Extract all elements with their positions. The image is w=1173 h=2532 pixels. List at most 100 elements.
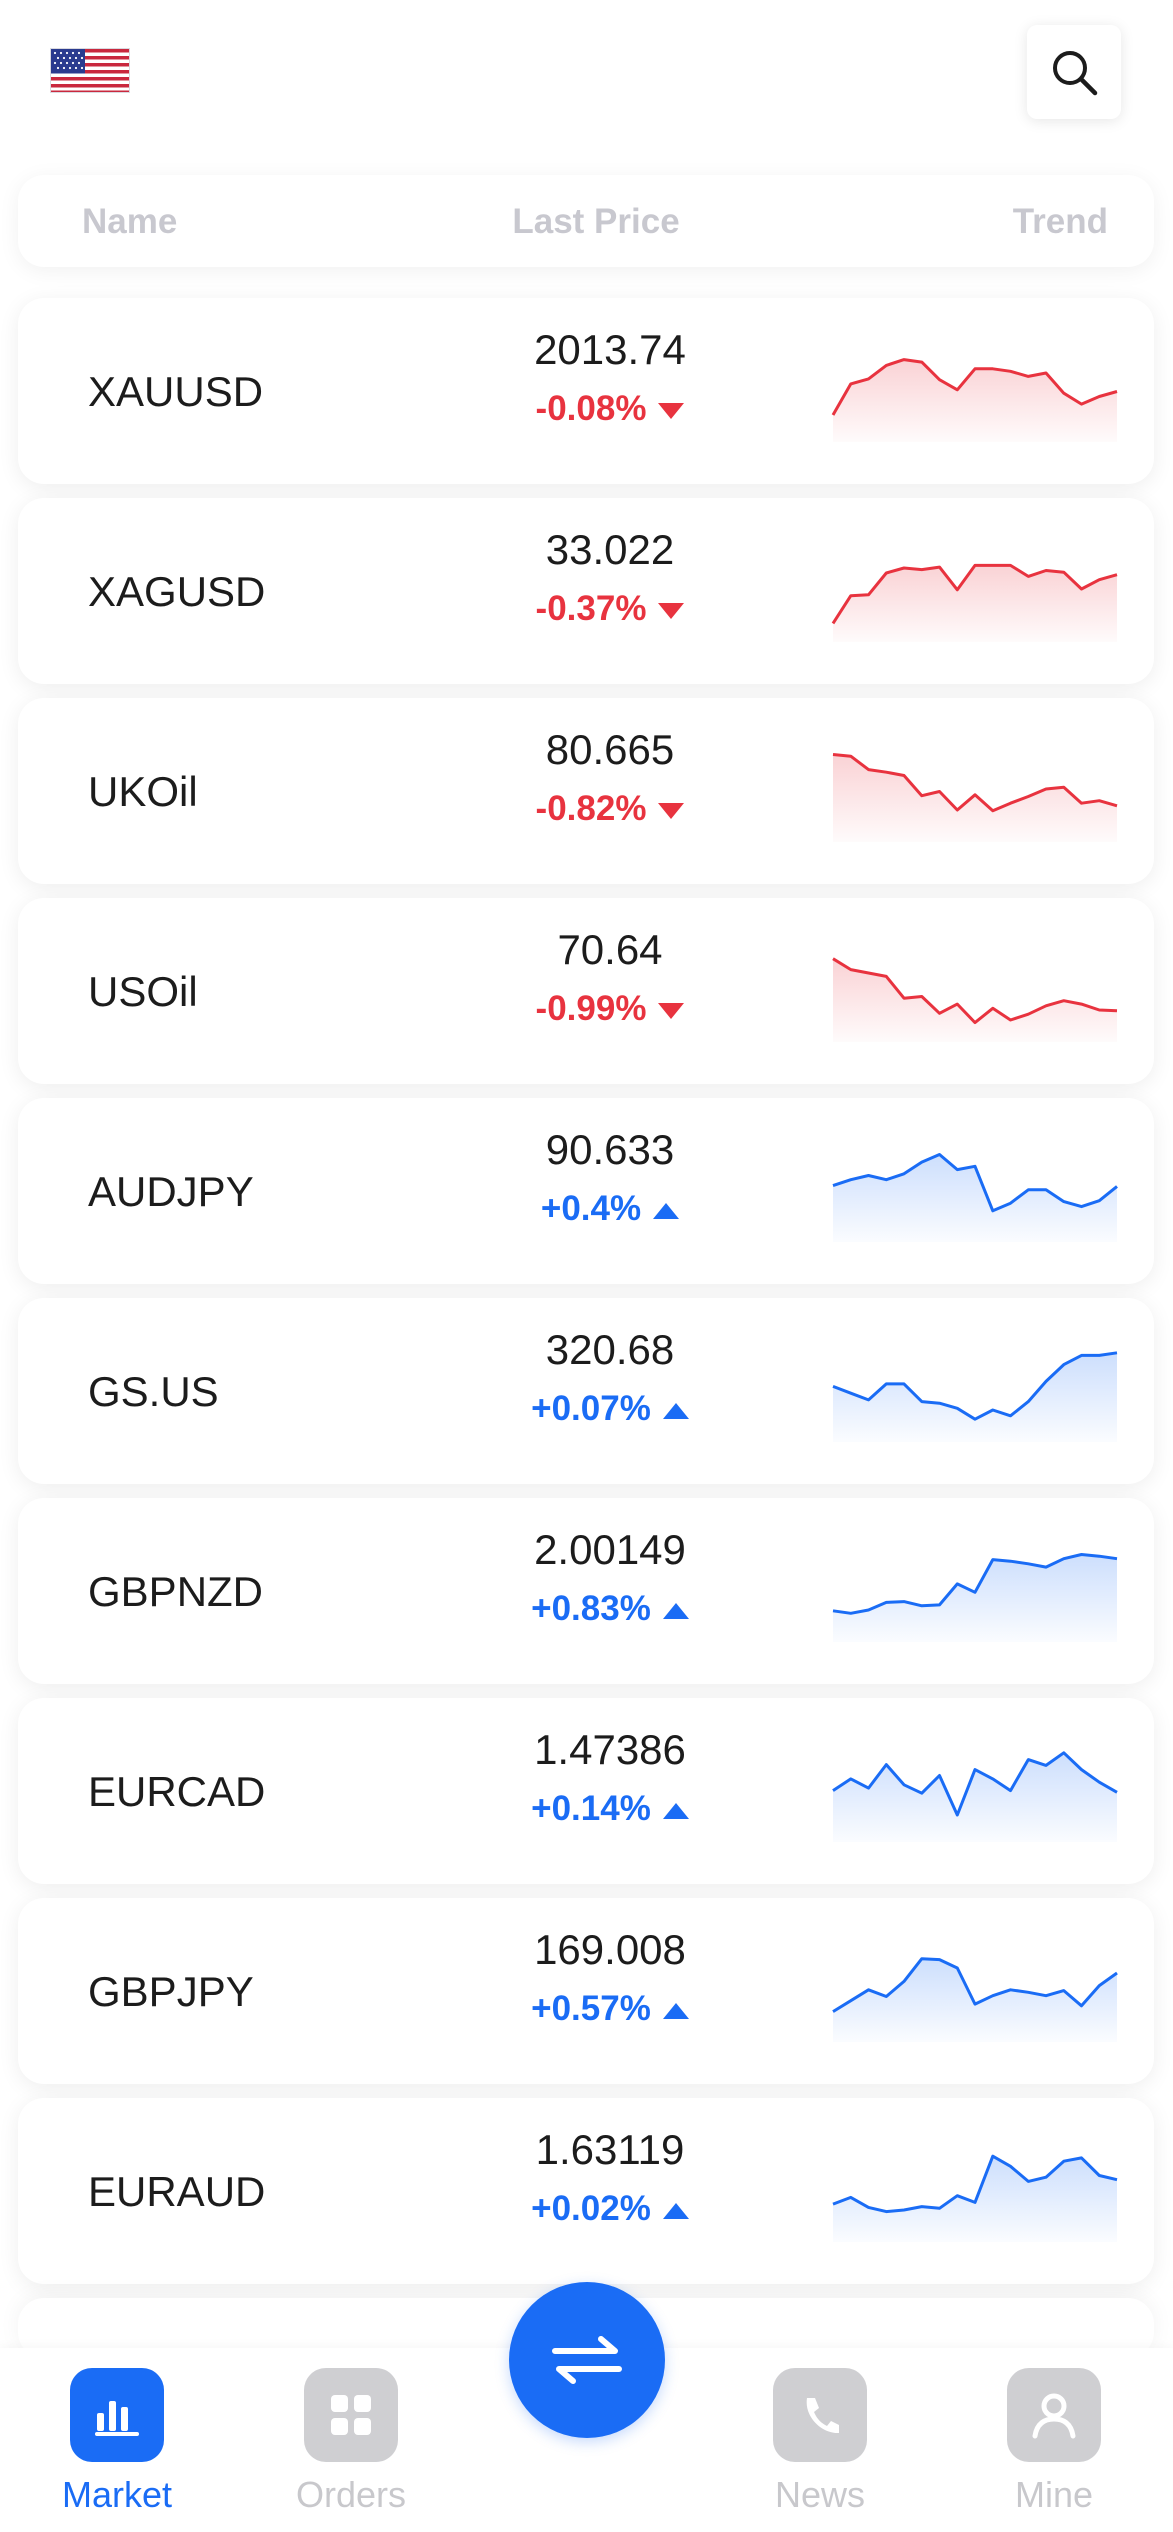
search-icon xyxy=(1053,51,1098,96)
quote-change-text: +0.14% xyxy=(531,1789,651,1828)
change-direction-icon xyxy=(662,2202,689,2219)
quote-change: +0.02% xyxy=(410,2188,810,2230)
quote-last-price: 169.008 xyxy=(534,1926,686,1973)
nav-label: Market xyxy=(61,2474,173,2515)
sparkline-line xyxy=(832,1351,1118,1421)
quote-price-block: 320.68 +0.07% xyxy=(410,1324,810,1430)
quote-change-text: +0.07% xyxy=(531,1389,651,1428)
quote-last-price: 80.665 xyxy=(545,726,675,773)
quote-symbol: USOil xyxy=(88,968,198,1015)
sparkline-line xyxy=(832,1153,1118,1213)
quote-change: -0.37% xyxy=(410,588,810,630)
quote-change-text: -0.08% xyxy=(535,389,647,428)
quote-last-price: 2.00149 xyxy=(534,1526,686,1573)
quote-price-block: 2013.74 -0.08% xyxy=(410,324,810,430)
change-direction-icon xyxy=(658,402,685,419)
quote-symbol: XAUUSD xyxy=(88,368,264,415)
quote-row[interactable]: AUDJPY 90.633 +0.4% xyxy=(18,1098,1154,1284)
quote-last-price: 1.63119 xyxy=(535,2126,685,2173)
trend-sparkline xyxy=(832,1153,1118,1242)
trend-sparkline xyxy=(832,2154,1118,2242)
quote-price-block: 2.00149 +0.83% xyxy=(410,1524,810,1630)
quote-price-block: 169.008 +0.57% xyxy=(410,1924,810,2030)
sparkline-line xyxy=(832,753,1118,813)
list-header: Name Last Price Trend xyxy=(18,175,1154,267)
quote-change-text: +0.83% xyxy=(531,1589,651,1628)
sparkline-line xyxy=(832,1957,1118,2013)
trend-sparkline xyxy=(832,1351,1118,1442)
sparkline-line xyxy=(832,1553,1118,1615)
change-direction-icon xyxy=(662,2002,689,2019)
quote-last-price: 33.022 xyxy=(545,526,675,573)
trade-swap-button[interactable] xyxy=(509,2282,665,2438)
change-direction-icon xyxy=(662,1402,689,1419)
quote-row[interactable]: GS.US 320.68 +0.07% xyxy=(18,1298,1154,1484)
quote-price-block: 70.64 -0.99% xyxy=(410,924,810,1030)
quote-symbol: AUDJPY xyxy=(88,1168,254,1215)
nav-label: Orders xyxy=(295,2474,407,2515)
bar-chart-icon xyxy=(70,2368,164,2462)
sparkline-line xyxy=(831,563,1118,625)
quote-symbol: EURCAD xyxy=(88,1768,266,1815)
sparkline-area xyxy=(833,958,1117,1042)
change-direction-icon xyxy=(658,1002,685,1019)
nav-item-news[interactable]: News xyxy=(750,2368,890,2516)
us-flag-icon[interactable] xyxy=(50,48,130,93)
quote-row[interactable]: USOil 70.64 -0.99% xyxy=(18,898,1154,1084)
quote-change: +0.57% xyxy=(410,1988,810,2030)
quote-change: +0.07% xyxy=(410,1388,810,1430)
quote-price-block: 33.022 -0.37% xyxy=(410,524,810,630)
quote-symbol: GBPJPY xyxy=(88,1968,254,2015)
quote-change-text: -0.99% xyxy=(535,989,647,1028)
sparkline-line xyxy=(832,957,1118,1025)
nav-item-market[interactable]: Market xyxy=(47,2368,187,2516)
quote-last-price: 90.633 xyxy=(545,1126,675,1173)
column-name: Name xyxy=(82,202,178,241)
quote-change: +0.4% xyxy=(410,1188,810,1230)
change-direction-icon xyxy=(658,802,685,819)
quote-symbol: GS.US xyxy=(88,1368,219,1415)
quote-change: +0.83% xyxy=(410,1588,810,1630)
sparkline-line xyxy=(831,358,1118,416)
quote-row[interactable]: EURCAD 1.47386 +0.14% xyxy=(18,1698,1154,1884)
sparkline-area xyxy=(833,359,1117,442)
quote-change-text: +0.57% xyxy=(531,1989,651,2028)
nav-item-orders[interactable]: Orders xyxy=(281,2368,421,2516)
trend-sparkline xyxy=(832,957,1118,1042)
swap-arrows-icon xyxy=(552,2336,622,2384)
quote-change: -0.99% xyxy=(410,988,810,1030)
quote-symbol: GBPNZD xyxy=(88,1568,264,1615)
change-direction-icon xyxy=(662,1802,689,1819)
quote-row[interactable]: XAUUSD 2013.74 -0.08% xyxy=(18,298,1154,484)
sparkline-area xyxy=(833,1352,1117,1442)
quote-price-block: 1.63119 +0.02% xyxy=(410,2124,810,2230)
phone-icon xyxy=(773,2368,867,2462)
trend-sparkline xyxy=(832,1957,1118,2042)
sparkline-area xyxy=(833,1752,1117,1842)
sparkline-line xyxy=(832,2154,1118,2214)
search-button[interactable] xyxy=(1027,25,1121,119)
quote-row[interactable]: UKOil 80.665 -0.82% xyxy=(18,698,1154,884)
nav-item-mine[interactable]: Mine xyxy=(984,2368,1124,2516)
quote-last-price: 2013.74 xyxy=(534,326,686,373)
quote-change: -0.82% xyxy=(410,788,810,830)
quote-row[interactable]: XAGUSD 33.022 -0.37% xyxy=(18,498,1154,684)
quote-change-text: -0.37% xyxy=(535,589,647,628)
trend-sparkline xyxy=(832,1553,1118,1642)
quote-last-price: 70.64 xyxy=(557,926,663,973)
quote-price-block: 90.633 +0.4% xyxy=(410,1124,810,1230)
column-trend: Trend xyxy=(1012,202,1108,241)
sparkline-area xyxy=(833,1154,1117,1242)
change-direction-icon xyxy=(653,1202,680,1219)
sparkline-area xyxy=(833,565,1117,642)
quote-row[interactable]: GBPJPY 169.008 +0.57% xyxy=(18,1898,1154,2084)
quote-row[interactable]: GBPNZD 2.00149 +0.83% xyxy=(18,1498,1154,1684)
bottom-nav: Market Orders News xyxy=(0,2348,1173,2532)
quote-row[interactable]: EURAUD 1.63119 +0.02% xyxy=(18,2098,1154,2284)
quote-change-text: -0.82% xyxy=(535,789,647,828)
quote-change-text: +0.02% xyxy=(531,2189,651,2228)
quote-price-block: 1.47386 +0.14% xyxy=(410,1724,810,1830)
quote-last-price: 1.47386 xyxy=(534,1726,686,1773)
trend-sparkline xyxy=(832,1751,1118,1842)
